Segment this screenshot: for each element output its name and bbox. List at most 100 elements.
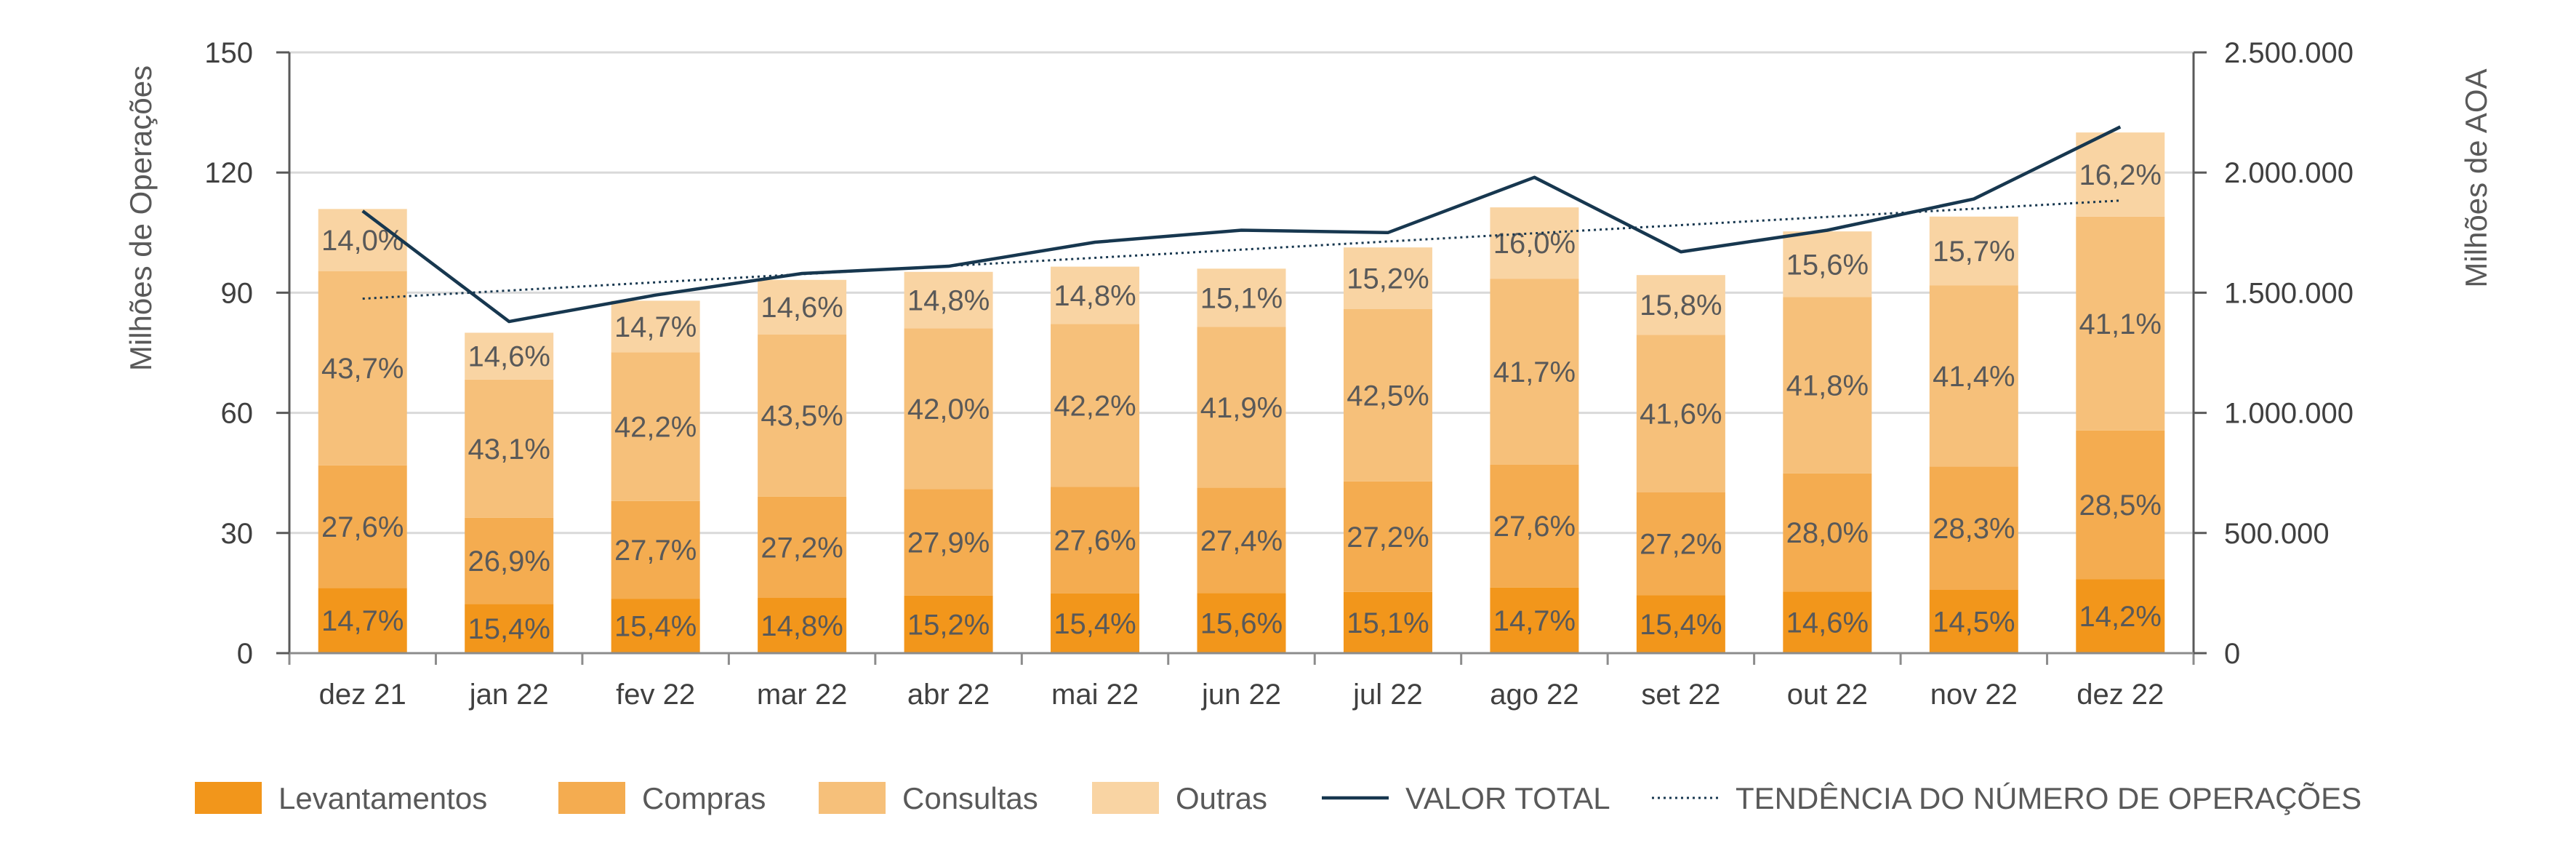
left-tick-label: 120 [204, 157, 253, 189]
data-label: 27,7% [614, 535, 697, 567]
bar-segment [1490, 464, 1579, 588]
bar-segment [758, 279, 847, 335]
x-tick-label: out 22 [1787, 679, 1868, 711]
bar-segment [1636, 275, 1725, 335]
bar-segment [611, 500, 700, 599]
data-label: 27,4% [1200, 525, 1283, 557]
right-tick-label: 2.000.000 [2224, 157, 2354, 189]
bar-segment [1051, 324, 1140, 487]
bar-segment [1197, 593, 1286, 653]
data-label: 28,5% [2079, 490, 2162, 522]
data-label: 27,2% [761, 532, 843, 564]
data-label: 15,4% [1054, 608, 1136, 640]
right-tick-label: 1.500.000 [2224, 277, 2354, 309]
left-tick-label: 0 [237, 638, 253, 670]
left-tick-label: 30 [221, 518, 254, 550]
data-label: 14,0% [321, 225, 404, 257]
data-label: 41,9% [1200, 392, 1283, 424]
data-label: 14,8% [761, 610, 843, 642]
x-tick-label: mai 22 [1051, 679, 1139, 711]
bar-segment [1051, 487, 1140, 594]
left-tick-label: 60 [221, 398, 254, 430]
bar-segment [318, 271, 407, 466]
data-label: 15,4% [468, 613, 550, 645]
x-tick-label: dez 22 [2077, 679, 2164, 711]
bar-segment [1783, 591, 1872, 653]
right-tick-label: 0 [2224, 638, 2240, 670]
data-label: 16,0% [1493, 228, 1576, 260]
bar-segment [1051, 266, 1140, 324]
bar-segment [904, 489, 993, 596]
bar-segment [318, 465, 407, 588]
bar-segment [904, 595, 993, 653]
bar-series [318, 132, 2165, 653]
legend-item: Levantamentos [195, 781, 487, 815]
data-label: 14,7% [1493, 605, 1576, 637]
bar-segment [1343, 247, 1432, 309]
percentage-labels: 14,7% 27,6% 43,7% 14,0% 15,4% 26,9% 43,1% 14,6%… [321, 159, 2162, 645]
data-label: 14,6% [1786, 607, 1869, 639]
data-label: 42,5% [1347, 380, 1429, 412]
data-label: 27,6% [1054, 525, 1136, 557]
data-label: 41,6% [1640, 398, 1722, 430]
data-label: 14,6% [468, 341, 550, 373]
trend-line [362, 199, 2121, 300]
data-label: 42,0% [907, 393, 990, 425]
data-label: 14,7% [614, 311, 697, 343]
legend-swatch [195, 782, 262, 814]
data-label: 14,2% [2079, 601, 2162, 633]
x-tick-label: abr 22 [907, 679, 990, 711]
bar-segment [1929, 589, 2018, 653]
x-tick-label: jan 22 [469, 679, 549, 711]
legend-item: VALOR TOTAL [1322, 781, 1610, 815]
data-label: 28,3% [1933, 513, 2015, 545]
right-tick-label: 2.500.000 [2224, 37, 2354, 69]
bar-segment [1343, 591, 1432, 653]
x-tick-label: dez 21 [319, 679, 406, 711]
bar-segment [1783, 231, 1872, 297]
data-label: 15,2% [907, 609, 990, 641]
legend-swatch [819, 782, 886, 814]
legend-swatch [1092, 782, 1159, 814]
bar-segment [1636, 492, 1725, 596]
bar-segment [1929, 216, 2018, 286]
data-label: 43,7% [321, 353, 404, 385]
bar-segment [1636, 335, 1725, 492]
data-label: 41,8% [1786, 370, 1869, 402]
legend-item: Outras [1092, 781, 1267, 815]
left-axis-ticks: 0 30 60 90 120 150 [204, 37, 289, 670]
legend-label: TENDÊNCIA DO NÚMERO DE OPERAÇÕES [1736, 781, 2362, 815]
bar-segment [465, 379, 554, 518]
legend-label: Consultas [902, 781, 1038, 815]
bar-segment [465, 332, 554, 380]
x-tick-label: mar 22 [757, 679, 848, 711]
x-tick-label: jul 22 [1352, 679, 1423, 711]
data-label: 15,2% [1347, 263, 1429, 295]
data-label: 41,1% [2079, 308, 2162, 340]
data-label: 15,4% [614, 611, 697, 643]
data-label: 15,8% [1640, 289, 1722, 321]
bar-segment [1490, 279, 1579, 465]
bar-segment [611, 599, 700, 653]
x-axis-labels: dez 21 jan 22 fev 22 mar 22 abr 22 mai 22 jun … [319, 679, 2164, 711]
bar-segment [1929, 285, 2018, 467]
data-label: 15,1% [1200, 282, 1283, 314]
left-axis-title: Milhões de Operações [124, 65, 158, 371]
data-label: 15,1% [1347, 607, 1429, 639]
line-series [361, 125, 2122, 324]
legend-label: VALOR TOTAL [1405, 781, 1610, 815]
data-label: 16,2% [2079, 159, 2162, 191]
data-label: 28,0% [1786, 517, 1869, 549]
bar-segment [318, 588, 407, 653]
data-label: 14,5% [1933, 606, 2015, 638]
bar-segment [758, 496, 847, 599]
data-label: 27,6% [321, 511, 404, 543]
axes [288, 52, 2195, 665]
bar-segment [1197, 487, 1286, 594]
bar-segment [1197, 268, 1286, 327]
legend-label: Outras [1176, 781, 1267, 815]
bar-segment [1051, 593, 1140, 653]
legend: Levantamentos Compras Consultas Outras VALOR… [195, 781, 2362, 815]
bar-segment [2076, 216, 2165, 431]
right-axis-ticks: 0 500.000 1.000.000 1.500.000 2.000.000 2.500… [2194, 37, 2354, 670]
